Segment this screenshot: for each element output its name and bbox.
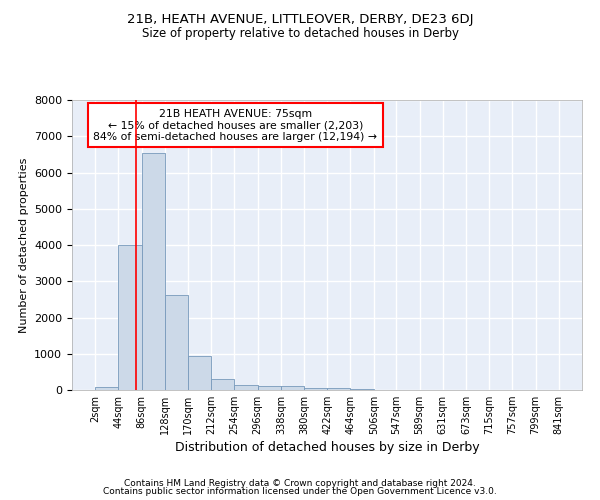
Bar [142,152,165,390]
Text: Contains HM Land Registry data © Crown copyright and database right 2024.: Contains HM Land Registry data © Crown c… [124,478,476,488]
Bar [211,379,235,390]
Text: 21B HEATH AVENUE: 75sqm
← 15% of detached houses are smaller (2,203)
84% of semi: 21B HEATH AVENUE: 75sqm ← 15% of detache… [93,108,377,142]
Bar [327,388,350,390]
Text: Contains public sector information licensed under the Open Government Licence v3: Contains public sector information licen… [103,487,497,496]
Text: Distribution of detached houses by size in Derby: Distribution of detached houses by size … [175,441,479,454]
Text: Size of property relative to detached houses in Derby: Size of property relative to detached ho… [142,28,458,40]
Bar [235,385,257,390]
Bar [304,388,327,390]
Bar [118,245,142,390]
Text: 21B, HEATH AVENUE, LITTLEOVER, DERBY, DE23 6DJ: 21B, HEATH AVENUE, LITTLEOVER, DERBY, DE… [127,12,473,26]
Bar [95,387,118,390]
Bar [165,295,188,390]
Bar [188,356,211,390]
Bar [281,386,304,390]
Bar [257,386,281,390]
Y-axis label: Number of detached properties: Number of detached properties [19,158,29,332]
